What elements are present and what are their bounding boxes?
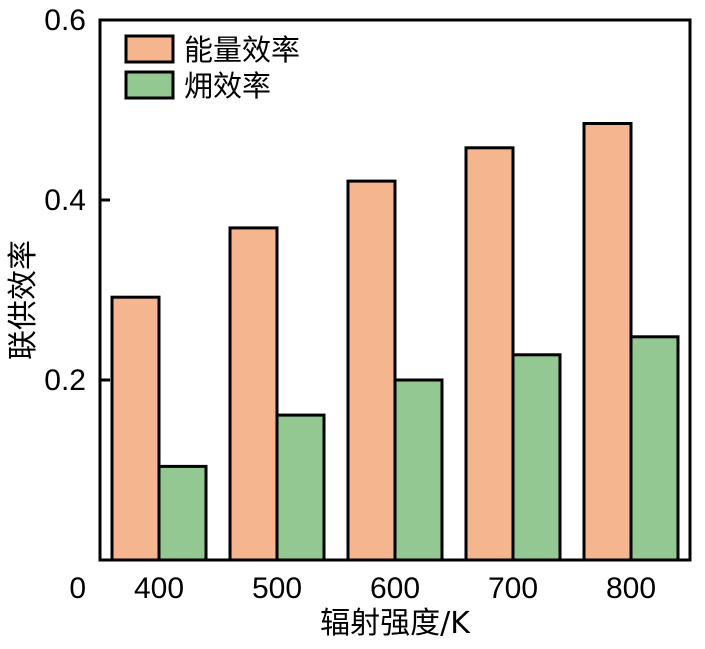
legend-label-energy: 能量效率: [184, 33, 300, 67]
x-tick-label: 400: [134, 572, 184, 605]
y-tick-label: 0.2: [44, 364, 86, 397]
bar-energy-500: [228, 226, 279, 562]
bar-exergy-700: [511, 353, 562, 562]
bar-exergy-500: [275, 413, 326, 562]
bar-energy-600: [346, 179, 397, 562]
y-tick-label: 0: [69, 572, 86, 605]
legend-swatch-energy: [124, 34, 175, 64]
x-tick-label: 500: [252, 572, 302, 605]
legend-swatch-exergy: [124, 70, 175, 100]
x-tick-label: 600: [370, 572, 420, 605]
bar-energy-400: [110, 295, 161, 562]
y-tick-label: 0.6: [44, 4, 86, 37]
x-axis-label: 辐射强度/K: [320, 606, 471, 641]
bar-energy-800: [582, 122, 633, 562]
y-tick-label: 0.4: [44, 184, 86, 217]
y-axis-label: 联供效率: [6, 240, 41, 360]
x-tick-label: 800: [606, 572, 656, 605]
bar-energy-700: [464, 146, 515, 562]
bars-layer: [110, 122, 680, 562]
legend-label-exergy: 㶲效率: [184, 69, 271, 103]
bar-exergy-600: [393, 378, 444, 562]
ticks-layer: 0 0.2 0.4 0.6 400 500 600 700 800: [44, 4, 656, 605]
bar-exergy-400: [157, 464, 208, 562]
bar-exergy-800: [629, 335, 680, 562]
x-tick-label: 700: [488, 572, 538, 605]
